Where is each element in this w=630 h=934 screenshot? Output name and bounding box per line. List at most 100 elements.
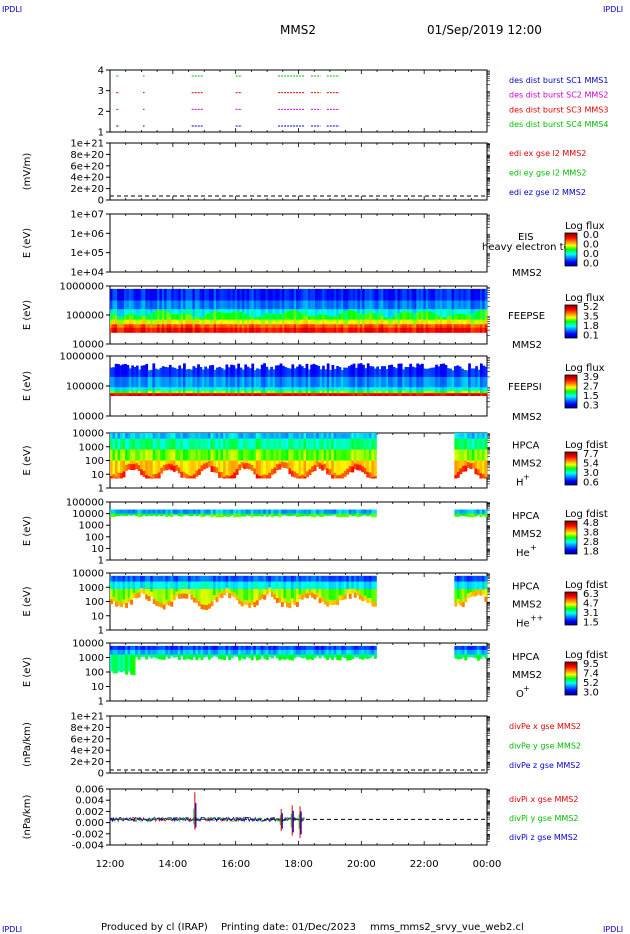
spectrogram-cell: [114, 315, 118, 321]
spectrogram-cell: [343, 588, 347, 595]
spectrogram-cell: [114, 377, 118, 388]
spectrogram-cell: [392, 319, 396, 325]
spectrogram-cell: [182, 649, 186, 655]
spectrogram-cell: [142, 438, 146, 450]
spectrogram-cell: [484, 300, 488, 310]
spectrogram-cell: [357, 313, 361, 321]
spectrogram-cell: [265, 327, 269, 333]
spectrogram-cell: [439, 393, 443, 396]
spectrogram-cell: [210, 509, 214, 514]
spectrogram-cell: [286, 324, 290, 329]
spectrogram-cell: [435, 364, 438, 378]
spectrogram-cell: [170, 581, 174, 590]
spectrogram-cell: [348, 460, 352, 467]
spectrogram-cell: [359, 288, 363, 301]
spectrogram-cell: [363, 433, 367, 439]
spectrogram-cell: [140, 649, 144, 655]
spectrogram-cell: [310, 319, 314, 325]
spectrogram-cell: [363, 509, 367, 514]
spectrogram-cell: [185, 460, 189, 475]
spectrogram-cell: [385, 393, 389, 396]
spectrogram-cell: [456, 471, 460, 478]
spectrogram-cell: [471, 654, 475, 658]
spectrogram-cell: [293, 581, 297, 590]
spectrogram-cell: [300, 366, 304, 378]
spectrogram-cell: [167, 645, 171, 651]
spectrogram-cell: [112, 300, 116, 310]
spectrogram-cell: [301, 581, 304, 590]
spectrogram-cell: [216, 390, 219, 394]
spectrogram-cell: [168, 300, 172, 310]
spectrogram-cell: [253, 324, 257, 329]
spectrogram-cell: [288, 449, 292, 461]
spectrogram-cell: [476, 433, 480, 439]
spectrogram-cell: [175, 368, 179, 378]
spectrogram-cell: [166, 288, 170, 301]
spectrogram-cell: [476, 438, 480, 450]
spectrogram-cell: [464, 575, 468, 582]
spectrogram-cell: [208, 393, 212, 396]
spectrogram-cell: [168, 377, 172, 388]
spectrogram-cell: [461, 449, 465, 461]
spectrogram-cell: [451, 370, 455, 378]
spectrogram-cell: [268, 449, 272, 461]
spectrogram-cell: [423, 324, 427, 329]
spectrogram-cell: [470, 309, 474, 315]
spectrogram-cell: [318, 460, 322, 464]
spectrogram-cell: [145, 319, 149, 325]
spectrogram-cell: [119, 390, 123, 394]
spectrogram-cell: [155, 460, 159, 475]
spectrogram-cell: [162, 433, 166, 439]
spectrogram-cell: [263, 314, 266, 321]
spectrogram-cell: [197, 649, 201, 655]
spectrogram-cell: [270, 513, 274, 518]
spectrogram-cell: [346, 449, 350, 461]
spectrogram-cell: [251, 393, 255, 396]
spectrogram-cell: [140, 469, 144, 476]
spectrogram-cell: [147, 390, 151, 394]
spectrogram-cell: [277, 327, 281, 333]
spectrogram-cell: [338, 509, 342, 514]
spectrogram-cell: [245, 449, 249, 461]
spectrogram-cell: [172, 575, 176, 582]
spectrogram-cell: [306, 460, 309, 472]
spectrogram-cell: [449, 327, 453, 333]
spectrogram-cell: [383, 324, 387, 329]
spectrogram-cell: [380, 300, 384, 310]
spectrogram-cell: [121, 319, 125, 325]
spectrogram-cell: [449, 324, 453, 329]
spectrogram-cell: [235, 595, 239, 601]
spectrogram-cell: [279, 309, 283, 315]
spectrogram-cell: [307, 387, 311, 392]
spectrogram-cell: [321, 433, 325, 439]
spectrogram-cell: [253, 438, 257, 450]
spectrogram-cell: [416, 390, 420, 394]
spectrogram-cell: [456, 324, 460, 329]
spectrogram-cell: [140, 365, 144, 378]
spectrogram-cell: [202, 513, 206, 517]
spectrogram-cell: [322, 387, 325, 392]
spectrogram-cell: [329, 316, 332, 321]
spectrogram-cell: [402, 387, 405, 392]
spectrogram-cell: [206, 390, 210, 394]
spectrogram-cell: [336, 390, 339, 394]
spectrogram-cell: [227, 324, 231, 329]
spectrogram-cell: [208, 460, 211, 462]
spectrogram-cell: [307, 319, 311, 325]
spectrogram-cell: [175, 575, 179, 582]
spectrogram-cell: [346, 460, 350, 470]
spectrogram-cell: [253, 370, 257, 378]
spectrogram-cell: [244, 324, 248, 329]
spectrogram-cell: [376, 288, 380, 301]
spectrogram-cell: [132, 649, 136, 655]
spectrogram-cell: [282, 393, 285, 396]
spectrogram-cell: [197, 288, 200, 301]
spectrogram-cell: [140, 300, 144, 310]
spectrogram-cell: [130, 599, 134, 605]
spectrogram-cell: [376, 313, 380, 321]
spectrogram-cell: [195, 438, 199, 450]
spectrogram-cell: [114, 387, 118, 392]
spectrogram-cell: [268, 513, 272, 516]
spectrogram-cell: [238, 575, 242, 582]
